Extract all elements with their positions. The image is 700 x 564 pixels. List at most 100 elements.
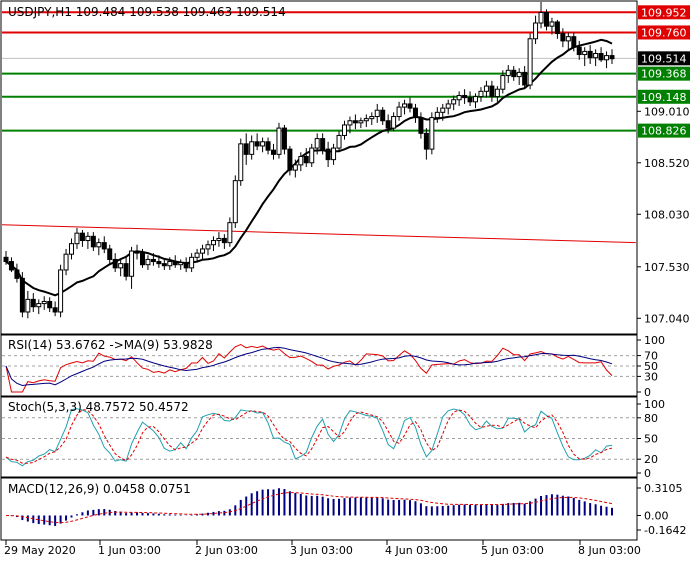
candle-body [429, 117, 435, 150]
candle-body [156, 261, 162, 265]
stoch-y-tick-label: 100 [644, 398, 665, 411]
candle-body [14, 269, 20, 279]
x-tick-label: 5 Jun 03:00 [481, 544, 544, 557]
candle-body [374, 109, 380, 118]
candle-body [63, 253, 69, 271]
candle-body [281, 127, 287, 150]
level-price-label: 108.826 [641, 125, 687, 138]
candle-body [325, 148, 331, 161]
candle-body [271, 149, 277, 155]
macd-y-tick-label: 0.00 [644, 509, 669, 522]
macd-y-tick-label: -0.1642 [644, 524, 686, 537]
stoch-panel-title: Stoch(5,3,3) 48.7572 50.4572 [8, 400, 189, 414]
candle-body [194, 252, 200, 258]
candle-body [554, 21, 560, 35]
candle-body [385, 120, 391, 129]
candle-body [331, 147, 337, 161]
candle-body [467, 97, 473, 103]
stoch-y-tick-label: 80 [644, 412, 658, 425]
rsi-y-tick-label: 50 [644, 360, 658, 373]
candle-body [183, 262, 189, 269]
candle-body [412, 107, 418, 119]
candle-body [238, 143, 244, 182]
candle-body [341, 124, 347, 136]
candle-body [369, 116, 375, 120]
candle-body [178, 262, 184, 266]
candle-body [112, 258, 118, 269]
level-price-tag [638, 89, 690, 104]
candle-body [587, 50, 593, 59]
current-price-label: 109.514 [641, 52, 687, 65]
rsi-y-tick-label: 30 [644, 370, 658, 383]
level-price-label: 109.148 [641, 91, 687, 104]
candle-body [167, 261, 173, 267]
stoch-y-tick-label: 20 [644, 453, 658, 466]
candle-body [216, 237, 222, 242]
level-price-tag [638, 25, 690, 40]
macd-signal-line [5, 492, 613, 524]
candle-body [571, 36, 577, 48]
price-y-tick-label: 108.030 [644, 208, 690, 221]
candle-body [221, 237, 227, 244]
rsi-panel-title: RSI(14) 53.6762 ->MA(9) 53.9828 [8, 338, 213, 352]
candle-body [396, 106, 402, 118]
rsi-ma-line [5, 346, 613, 387]
candle-body [560, 33, 566, 42]
candle-body [292, 164, 298, 171]
candle-body [549, 21, 555, 27]
candle-body [123, 263, 129, 277]
moving-average-line [5, 38, 613, 297]
candle-body [47, 300, 53, 309]
candle-body [462, 95, 468, 99]
candle-body [402, 103, 408, 108]
candle-body [41, 300, 47, 305]
rsi-line [5, 343, 613, 393]
candle-body [473, 96, 479, 103]
candle-body [347, 120, 353, 126]
candle-body [522, 71, 528, 86]
candle-body [249, 141, 255, 155]
candle-body [440, 107, 446, 113]
candle-body [145, 258, 151, 266]
price-panel: 109.010 108.520 108.030 107.530 107.040 109.… [0, 0, 690, 335]
candle-body [538, 12, 544, 24]
candle-body [101, 242, 107, 250]
candle-body [451, 99, 457, 105]
candle-body [511, 69, 517, 78]
candle-body [434, 111, 440, 119]
candle-body [254, 141, 260, 147]
candle-body [565, 36, 571, 42]
price-y-tick-label: 109.010 [644, 105, 690, 118]
candle-body [210, 240, 216, 246]
stoch-k-line [5, 408, 613, 467]
x-tick-label: 1 Jun 03:00 [98, 544, 161, 557]
current-price-tag [638, 51, 690, 66]
candle-body [25, 298, 31, 313]
candle-body [380, 109, 386, 122]
level-price-tag [638, 66, 690, 81]
macd-y-tick-label: 0.3105 [644, 482, 683, 495]
candle-body [3, 256, 9, 263]
candle-body [74, 232, 80, 245]
candle-body [96, 242, 102, 248]
candle-body [494, 88, 500, 98]
time-axis: 29 May 2020 1 Jun 03:00 2 Jun 03:00 3 Jun 0… [4, 540, 641, 557]
candle-body [90, 235, 96, 248]
x-tick-label: 29 May 2020 [4, 544, 76, 557]
candle-body [543, 12, 549, 27]
candle-body [150, 258, 156, 263]
candle-body [391, 116, 397, 129]
candle-body [593, 52, 599, 59]
candle-body [309, 147, 315, 164]
candle-body [19, 277, 25, 313]
candle-body [456, 95, 462, 101]
level-price-tag [638, 123, 690, 138]
candle-body [58, 269, 64, 313]
candle-body [298, 155, 304, 166]
trend-line [1, 224, 637, 244]
candle-body [533, 22, 539, 40]
price-panel-title: USDJPY,H1 109.484 109.538 109.463 109.51… [8, 5, 286, 19]
candle-body [287, 148, 293, 171]
